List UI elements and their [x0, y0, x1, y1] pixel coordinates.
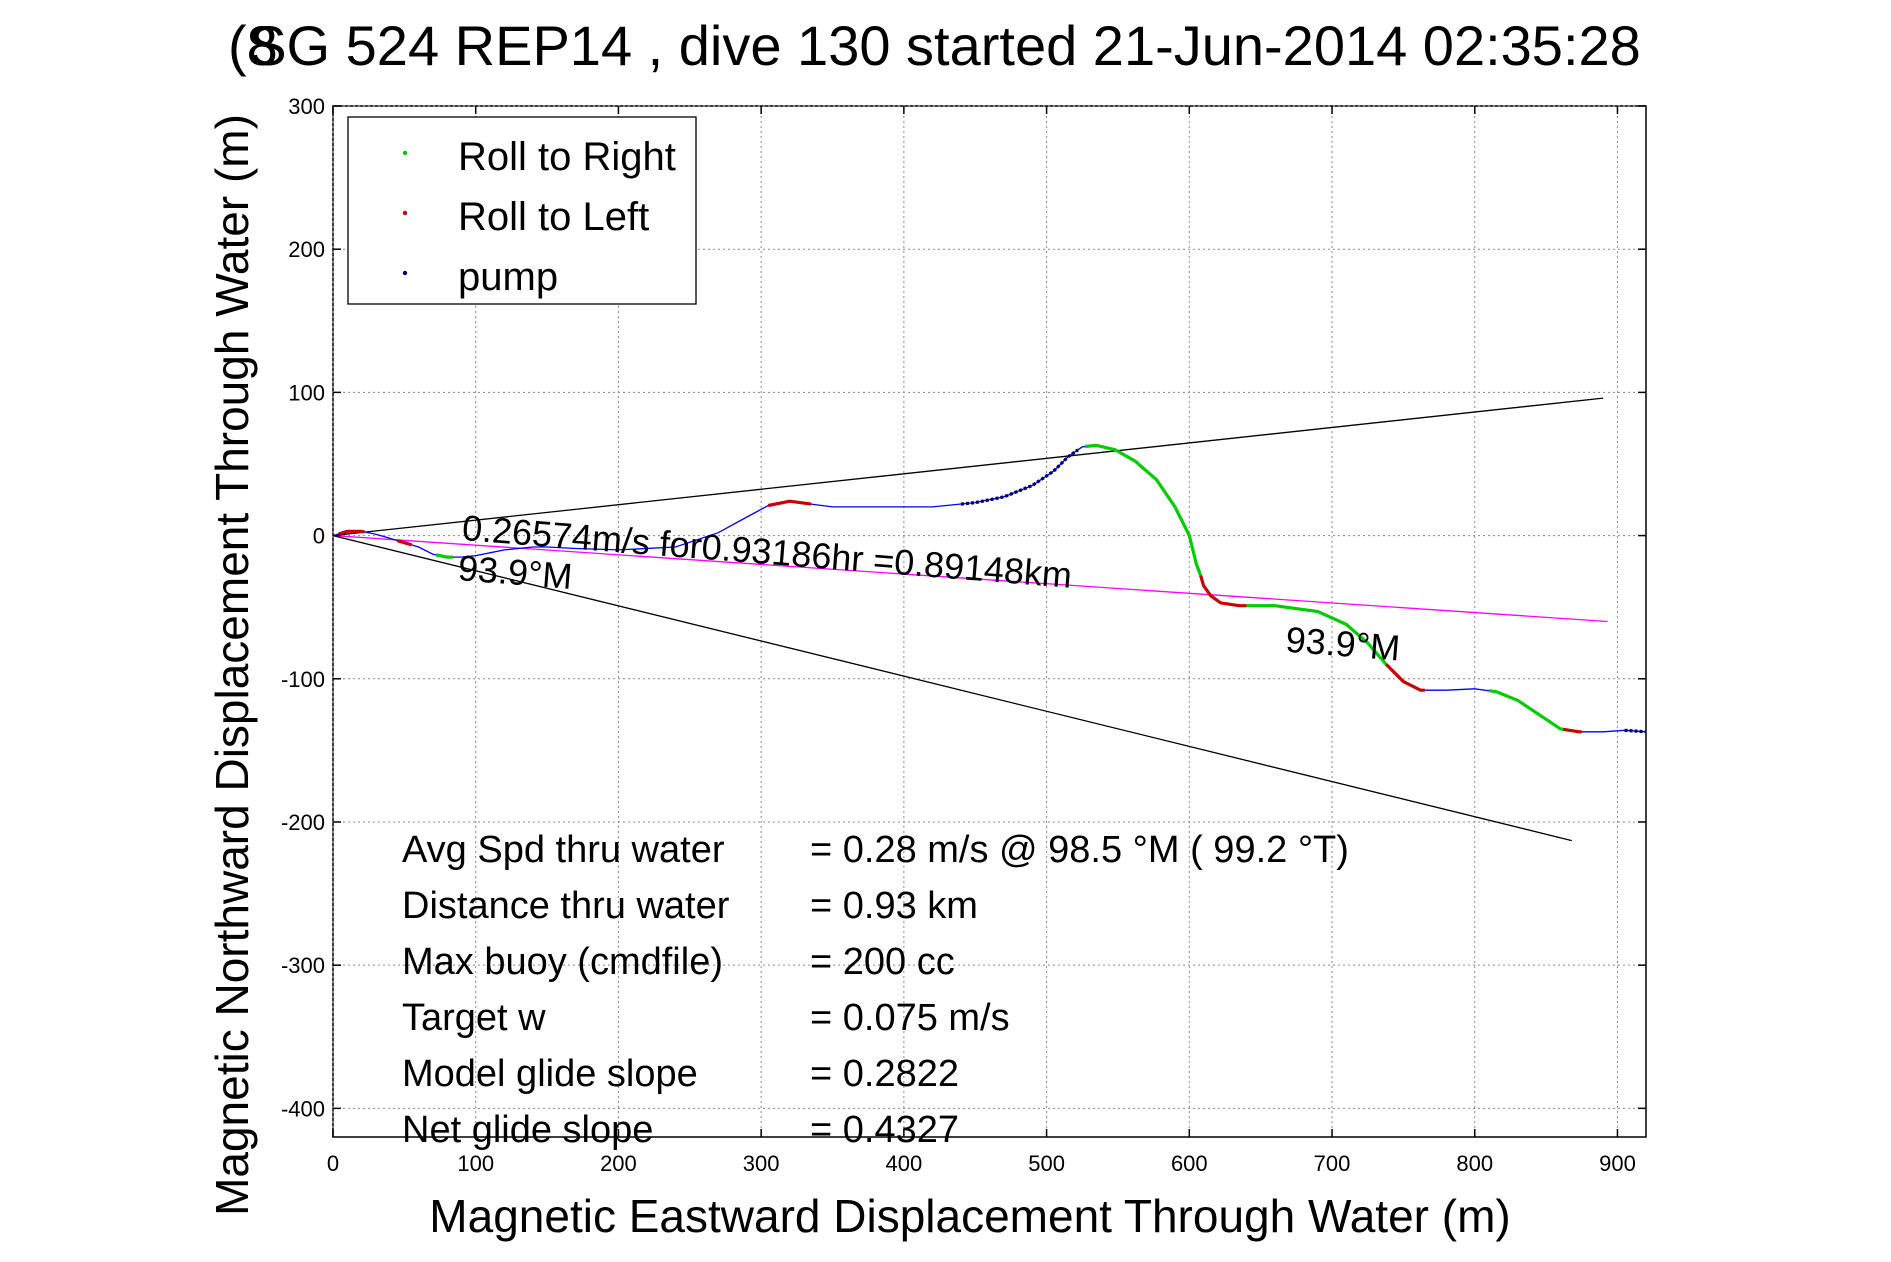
- stat-label-0: Avg Spd thru water: [402, 829, 725, 871]
- segment-roll-right: [1246, 604, 1388, 666]
- stat-label-5: Net glide slope: [402, 1109, 653, 1151]
- reference-line-0: [332, 397, 1604, 537]
- legend-label-1: Roll to Left: [458, 195, 649, 239]
- x-tick-label: 600: [1171, 1151, 1208, 1176]
- stat-value-2: = 200 cc: [810, 941, 955, 983]
- segment-roll-right: [1084, 443, 1203, 577]
- plot-area: 0.26574m/s for0.93186hr =0.89148km93.9°M…: [281, 94, 1647, 1176]
- x-tick-label: 200: [600, 1151, 637, 1176]
- segment-pump: [960, 448, 1079, 506]
- y-tick-label: 0: [313, 524, 325, 549]
- stat-label-1: Distance thru water: [402, 885, 730, 927]
- annotation-2: 93.9°M: [1284, 619, 1401, 669]
- y-axis-label: Magnetic Northward Displacement Through …: [206, 114, 258, 1216]
- segment-roll-right: [1488, 689, 1564, 731]
- reference-line-1: [332, 534, 1572, 842]
- x-tick-label: 300: [743, 1151, 780, 1176]
- legend-marker-1: [402, 210, 408, 216]
- segment-roll-left: [767, 499, 812, 508]
- x-axis-label: Magnetic Eastward Displacement Through W…: [429, 1190, 1510, 1242]
- segment-roll-left: [1562, 727, 1582, 734]
- stat-value-1: = 0.93 km: [810, 885, 978, 927]
- stat-value-3: = 0.075 m/s: [810, 997, 1010, 1039]
- tick-labels: 0 100 200 300 400 500 600 700 800 900 300 200 100 0 -1…: [281, 94, 1646, 1176]
- legend-label-0: Roll to Right: [458, 135, 676, 179]
- legend-label-2: pump: [458, 255, 558, 299]
- legend-marker-2: [402, 270, 408, 276]
- y-tick-label: -200: [281, 810, 325, 835]
- segment-roll-left: [338, 529, 365, 536]
- stat-label-2: Max buoy (cmdfile): [402, 941, 723, 983]
- x-tick-label: 0: [327, 1151, 339, 1176]
- chart-title: SG 524 REP14 , dive 130 started 21-Jun-2…: [249, 14, 1641, 77]
- x-tick-label: 700: [1314, 1151, 1351, 1176]
- x-tick-label: 400: [886, 1151, 923, 1176]
- segment-roll-left: [1385, 663, 1425, 692]
- x-tick-label: 100: [457, 1151, 494, 1176]
- stat-label-4: Model glide slope: [402, 1053, 698, 1095]
- y-tick-label: 100: [288, 380, 325, 405]
- y-tick-label: -300: [281, 953, 325, 978]
- reference-lines: [332, 397, 1608, 842]
- segment-pump: [1624, 728, 1647, 734]
- segment-roll-left: [1199, 575, 1247, 608]
- x-tick-label: 500: [1028, 1151, 1065, 1176]
- stats-block: Avg Spd thru water = 0.28 m/s @ 98.5 °M (…: [402, 829, 1349, 1151]
- y-tick-label: 200: [288, 237, 325, 262]
- x-tick-label: 800: [1456, 1151, 1493, 1176]
- y-tick-label: 300: [288, 94, 325, 119]
- reference-line-2: [332, 534, 1608, 623]
- segment-roll-left: [396, 539, 412, 547]
- stat-label-3: Target w: [402, 997, 546, 1039]
- stat-value-0: = 0.28 m/s @ 98.5 °M ( 99.2 °T): [810, 829, 1349, 871]
- title-overlap-glyph: (8: [228, 14, 278, 77]
- segment-roll-right: [435, 553, 453, 559]
- x-tick-label: 900: [1599, 1151, 1636, 1176]
- annotation-1: 93.9°M: [457, 547, 574, 597]
- legend: Roll to Right Roll to Left pump: [347, 116, 697, 305]
- stat-value-5: = 0.4327: [810, 1109, 959, 1151]
- track-layer: [332, 443, 1647, 734]
- stat-value-4: = 0.2822: [810, 1053, 959, 1095]
- y-tick-label: -100: [281, 667, 325, 692]
- y-tick-label: -400: [281, 1096, 325, 1121]
- legend-marker-0: [402, 150, 408, 156]
